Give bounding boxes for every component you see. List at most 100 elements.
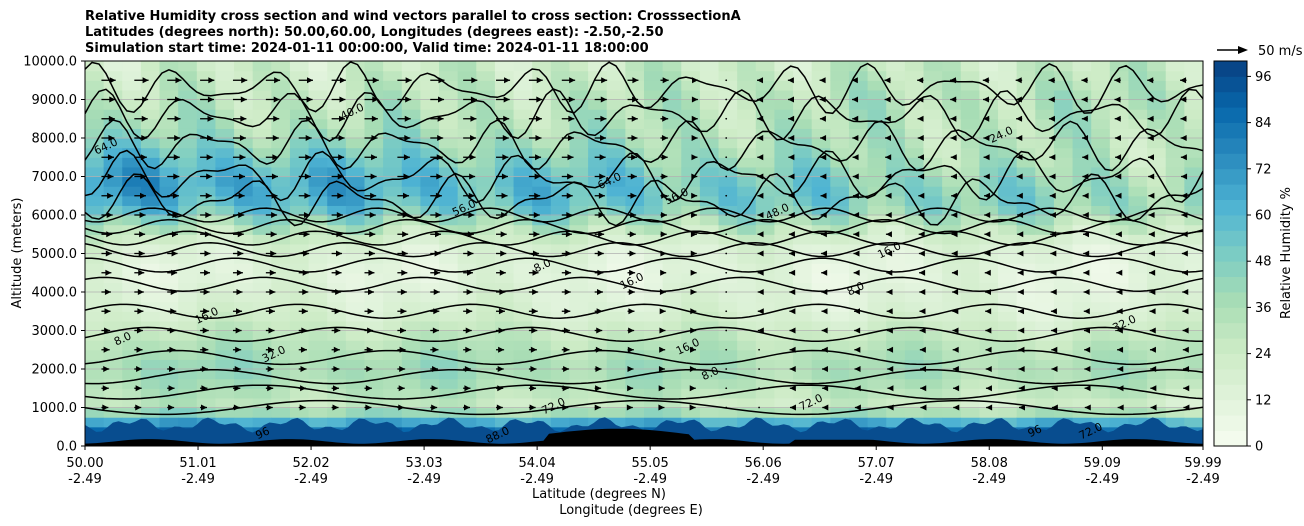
rh-cell <box>998 138 1018 149</box>
wind-arrow <box>725 156 728 159</box>
rh-cell <box>1072 99 1092 110</box>
rh-cell <box>439 292 459 303</box>
wind-arrow <box>101 250 112 257</box>
rh-cell <box>588 272 608 283</box>
wind-arrow <box>594 327 603 334</box>
wind-arrow <box>1050 289 1057 295</box>
wind-arrow <box>1149 269 1156 276</box>
rh-cell <box>625 118 645 129</box>
rh-cell <box>103 186 123 197</box>
rh-cell <box>345 186 366 197</box>
rh-cell <box>103 282 123 293</box>
rh-cell <box>457 369 477 380</box>
rh-cell <box>811 359 831 370</box>
rh-cell <box>215 61 235 72</box>
rh-cell <box>1109 61 1130 72</box>
rh-cell <box>606 243 626 255</box>
rh-cell <box>513 397 533 409</box>
rh-cell <box>606 186 626 197</box>
rh-cell <box>755 109 776 120</box>
rh-cell <box>942 166 962 178</box>
rh-cell <box>550 320 571 332</box>
rh-cell <box>122 118 142 129</box>
rh-cell <box>737 89 757 101</box>
rh-cell <box>215 157 235 168</box>
rh-cell <box>867 320 887 332</box>
wind-arrow <box>660 77 669 84</box>
rh-cell <box>271 166 291 178</box>
rh-cell <box>401 186 421 197</box>
rh-cell <box>699 99 720 110</box>
rh-cell <box>159 253 179 264</box>
rh-cell <box>420 157 440 168</box>
wind-arrow <box>689 366 696 372</box>
rh-cell <box>1109 70 1130 81</box>
rh-cell <box>923 215 943 226</box>
rh-cell <box>345 157 366 168</box>
wind-arrow <box>200 366 208 372</box>
rh-cell <box>1091 128 1111 139</box>
rh-cell <box>215 128 235 139</box>
rh-cell <box>830 80 850 91</box>
rh-cell <box>439 118 459 129</box>
wind-arrow <box>821 250 828 257</box>
rh-cell <box>699 320 720 332</box>
rh-cell <box>1128 282 1148 293</box>
rh-cell <box>998 99 1018 110</box>
rh-cell <box>1053 292 1074 303</box>
rh-cell <box>681 215 701 226</box>
rh-cell <box>494 388 515 399</box>
rh-cell <box>401 349 421 360</box>
wind-arrow <box>397 154 410 161</box>
rh-cell <box>1147 253 1167 264</box>
rh-cell <box>1091 340 1111 351</box>
wind-arrow <box>1115 212 1122 218</box>
rh-cell <box>234 282 254 293</box>
wind-arrow <box>757 96 764 103</box>
rh-cell <box>550 426 571 437</box>
rh-cell <box>140 263 161 274</box>
wind-arrow <box>725 348 728 351</box>
rh-cell <box>1184 407 1203 418</box>
rh-cell <box>122 109 142 120</box>
rh-cell <box>401 311 421 322</box>
rh-cell <box>122 80 142 91</box>
x-tick-label-lon: -2.49 <box>520 472 554 487</box>
wind-arrow <box>919 308 926 315</box>
wind-arrow <box>430 404 438 411</box>
rh-cell <box>401 99 421 110</box>
wind-arrow <box>331 96 346 103</box>
rh-cell <box>122 243 142 255</box>
wind-arrow <box>298 77 313 84</box>
rh-cell <box>718 215 738 226</box>
rh-cell <box>1035 320 1055 332</box>
rh-cell <box>681 80 701 91</box>
rh-cell <box>85 80 105 91</box>
wind-arrow <box>660 154 668 161</box>
wind-arrow <box>985 385 992 392</box>
rh-cell <box>774 186 794 197</box>
rh-cell <box>1165 147 1185 158</box>
rh-cell <box>644 195 664 206</box>
rh-cell <box>793 253 813 264</box>
title-line-1: Relative Humidity cross section and wind… <box>85 9 741 24</box>
rh-cell <box>122 397 142 409</box>
rh-cell <box>103 378 123 389</box>
rh-cell <box>811 118 831 129</box>
rh-cell <box>178 118 198 129</box>
rh-cell <box>1147 118 1167 129</box>
wind-arrow <box>594 346 602 353</box>
wind-arrow <box>789 289 796 295</box>
rh-cell <box>494 292 515 303</box>
rh-cell <box>196 272 217 283</box>
wind-arrow <box>101 115 115 122</box>
rh-cell <box>1053 330 1074 341</box>
rh-cell <box>1035 215 1055 226</box>
rh-cell <box>1109 89 1130 101</box>
rh-cell <box>196 369 217 380</box>
wind-arrow <box>885 192 892 199</box>
rh-cell <box>196 349 217 360</box>
rh-cell <box>625 272 645 283</box>
wind-arrow <box>463 192 475 199</box>
rh-cell <box>364 369 384 380</box>
